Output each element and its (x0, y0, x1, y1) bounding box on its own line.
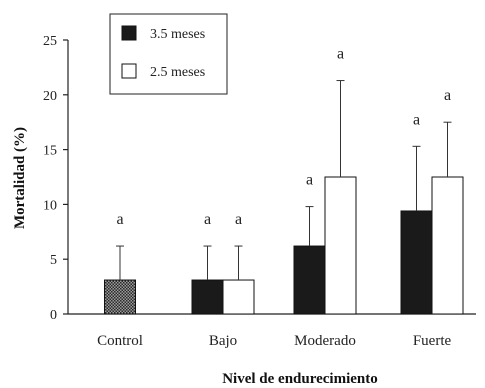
significance-label-fuerte: a (413, 111, 420, 128)
y-tick-label: 15 (43, 144, 57, 159)
bar-control-3-5-meses (104, 279, 136, 315)
significance-label-bajo: a (235, 211, 242, 228)
category-label-fuerte: Fuerte (413, 333, 452, 349)
legend: 3.5 meses 2.5 meses (109, 13, 228, 95)
bars (104, 176, 464, 315)
significance-label-moderado: a (337, 46, 344, 63)
y-tick-label: 5 (50, 253, 57, 268)
y-axis-title: Mortalidad (%) (12, 127, 28, 229)
legend-label-2-5-meses: 2.5 meses (150, 65, 205, 80)
bar-moderado-2-5-meses (324, 176, 357, 315)
category-label-control: Control (97, 333, 143, 349)
y-tick-label: 20 (43, 89, 57, 104)
category-labels: Control Bajo Moderado Fuerte (97, 333, 451, 349)
bar-bajo-2-5-meses (222, 279, 255, 315)
y-tick-label: 10 (43, 198, 57, 213)
category-label-bajo: Bajo (209, 333, 237, 349)
bar-moderado-3-5-meses (293, 245, 326, 315)
significance-label-fuerte: a (444, 87, 451, 104)
x-axis-title: Nivel de endurecimiento (222, 371, 378, 387)
category-label-moderado: Moderado (294, 333, 356, 349)
y-ticks: 0 5 10 15 20 25 (43, 34, 68, 323)
legend-swatch-2-5-meses (121, 63, 137, 79)
legend-swatch-3-5-meses (121, 25, 137, 41)
significance-label-moderado: a (306, 172, 313, 189)
legend-label-3-5-meses: 3.5 meses (150, 27, 205, 42)
bar-bajo-3-5-meses (191, 279, 224, 315)
significance-label-control: a (116, 211, 123, 228)
y-tick-label: 25 (43, 34, 57, 49)
bar-fuerte-2-5-meses (431, 176, 464, 315)
error-bars (116, 80, 452, 281)
significance-labels: a a a a a a a (116, 46, 451, 228)
significance-label-bajo: a (204, 211, 211, 228)
y-tick-label: 0 (50, 308, 57, 323)
bar-fuerte-3-5-meses (400, 210, 433, 315)
